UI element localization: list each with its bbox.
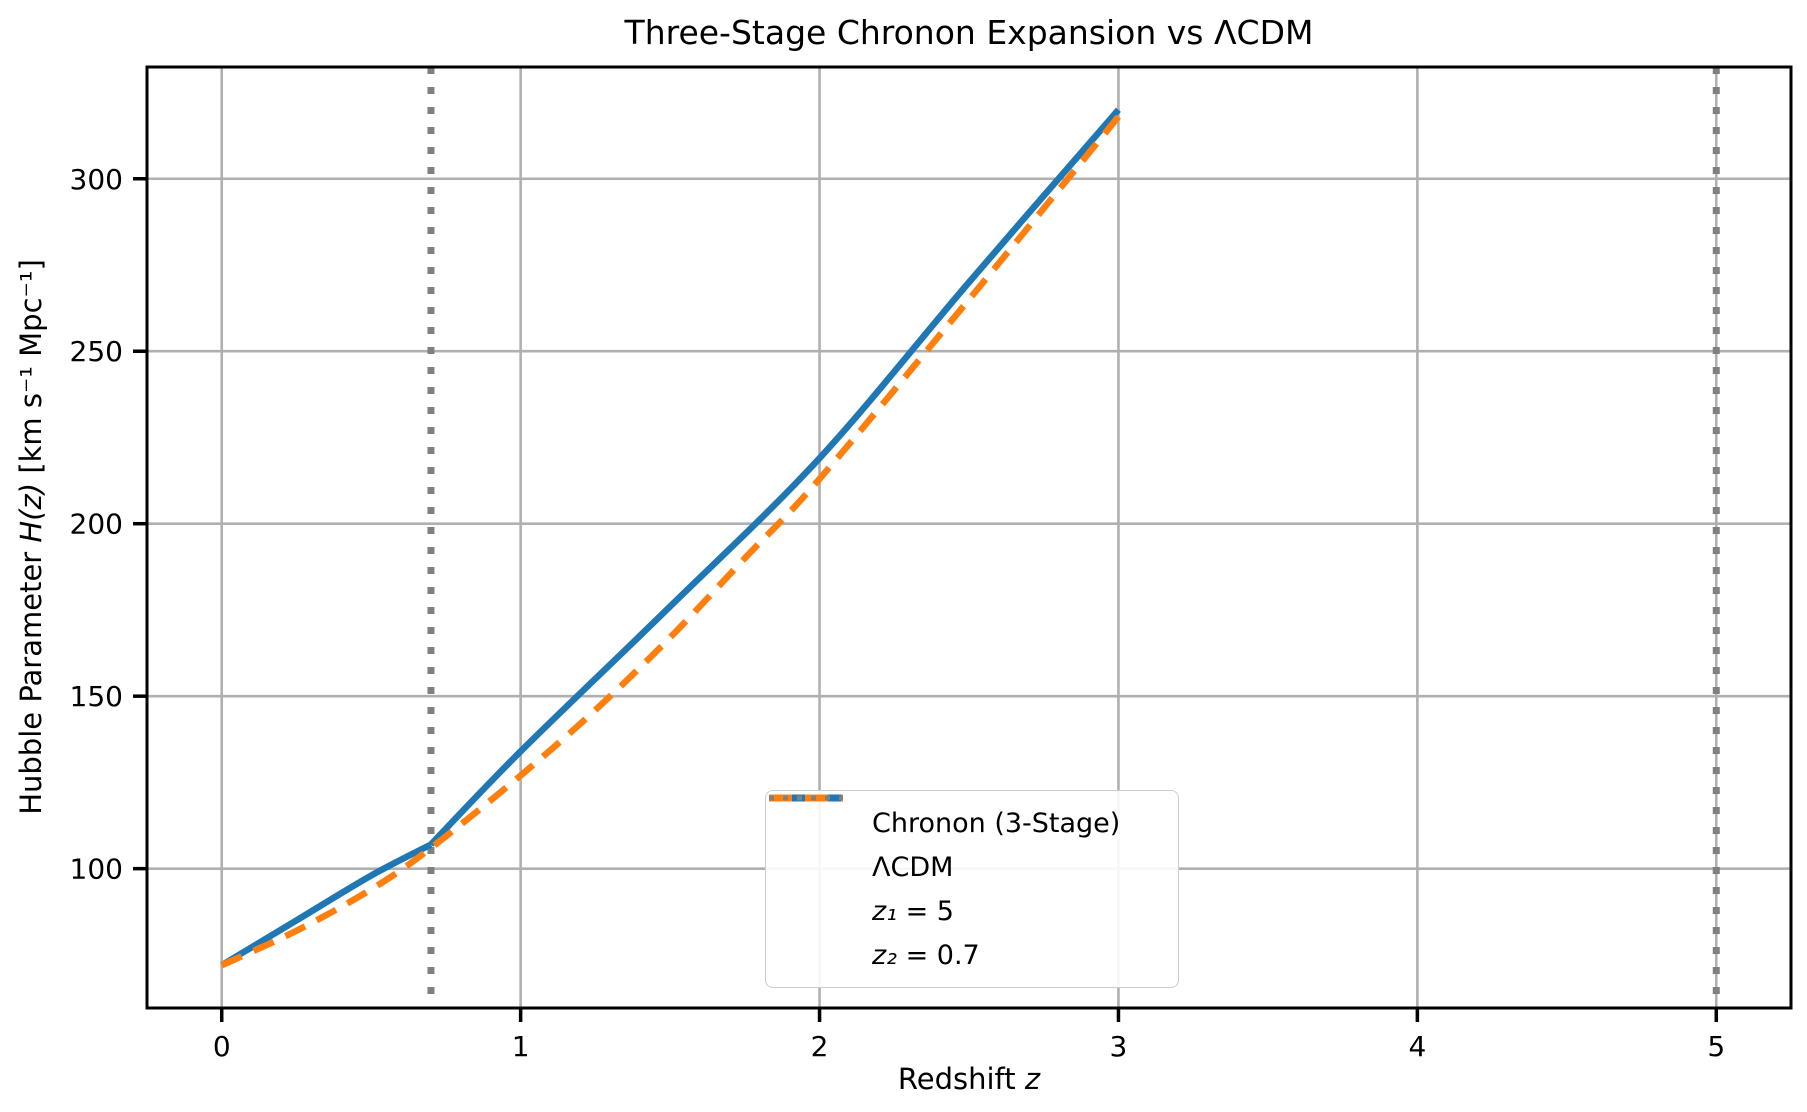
legend-item-3: z₂ = 0.7 xyxy=(769,795,1164,977)
legend-label-math-2: z₁ xyxy=(872,895,897,927)
x-axis-label-math: z xyxy=(1024,1062,1041,1096)
y-axis-label-text: Hubble Parameter xyxy=(14,542,48,815)
x-tick-label-1: 1 xyxy=(512,1030,530,1063)
legend-label-3: z₂ = 0.7 xyxy=(858,940,980,971)
y-tick-label-300: 300 xyxy=(70,163,123,196)
x-tick-label-0: 0 xyxy=(213,1030,231,1063)
legend-label-1: ΛCDM xyxy=(872,851,954,883)
x-tick-label-3: 3 xyxy=(1110,1030,1128,1063)
series-line-0 xyxy=(220,107,1121,969)
y-axis-label-units: [km s⁻¹ Mpc⁻¹] xyxy=(14,259,48,483)
y-tick-label-150: 150 xyxy=(70,680,123,713)
y-tick-label-200: 200 xyxy=(70,508,123,541)
series-line-1 xyxy=(220,114,1121,969)
y-axis-label-math: H(z) xyxy=(14,482,48,543)
x-axis-label-text: Redshift xyxy=(897,1062,1025,1096)
legend-label-rest-2: = 5 xyxy=(897,895,954,927)
x-tick-label-5: 5 xyxy=(1707,1030,1725,1063)
axes-spines xyxy=(145,65,1793,1010)
legend-label-rest-3: = 0.7 xyxy=(897,939,980,971)
legend-label-2: z₁ = 5 xyxy=(858,896,954,927)
x-tick-label-4: 4 xyxy=(1408,1030,1426,1063)
legend-label-0: Chronon (3-Stage) xyxy=(872,807,1121,839)
legend-item-2: z₁ = 5 xyxy=(769,795,1164,933)
legend: Chronon (3-Stage) ΛCDM z₁ = 5 z₂ = 0.7 xyxy=(765,790,1179,988)
legend-label-math-3: z₂ xyxy=(872,939,897,971)
legend-item-0: Chronon (3-Stage) xyxy=(769,794,1164,845)
legend-item-1: ΛCDM xyxy=(769,794,1164,889)
x-axis-label: Redshift z xyxy=(898,1062,1040,1096)
y-axis-label: Hubble Parameter H(z) [km s⁻¹ Mpc⁻¹] xyxy=(14,259,48,815)
y-tick-label-100: 100 xyxy=(70,853,123,886)
chart-title: Three-Stage Chronon Expansion vs ΛCDM xyxy=(624,13,1314,52)
y-tick-label-250: 250 xyxy=(70,335,123,368)
x-tick-label-2: 2 xyxy=(811,1030,829,1063)
